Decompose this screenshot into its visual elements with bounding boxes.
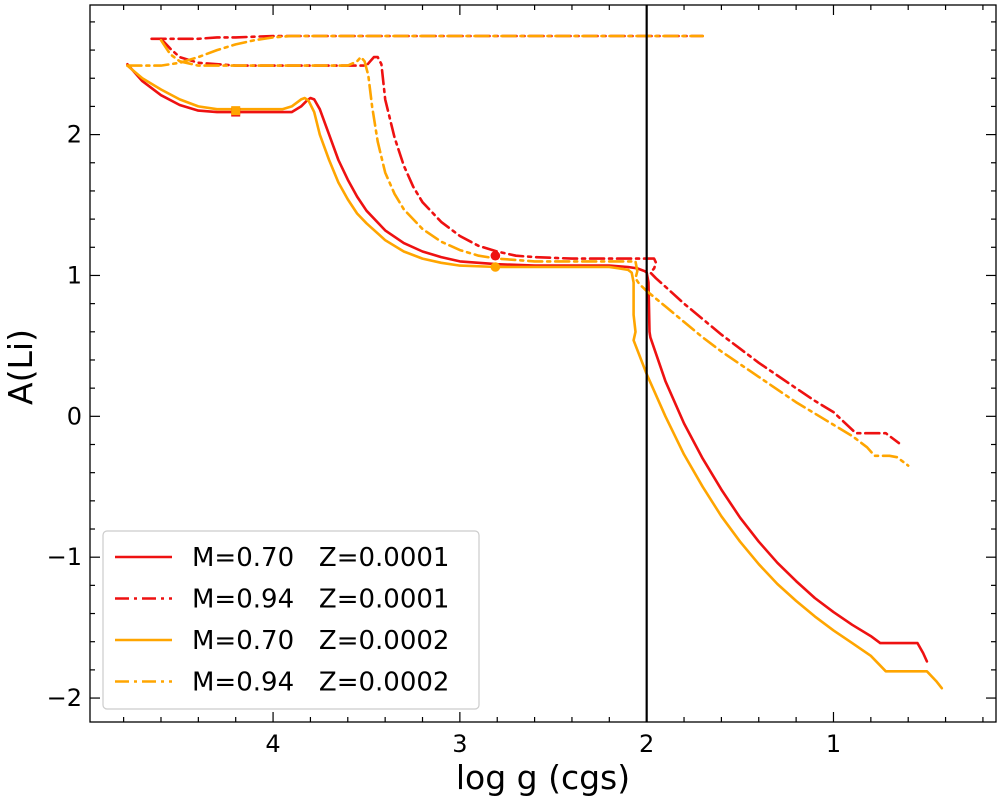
x-axis-label: log g (cgs) bbox=[456, 758, 630, 797]
ticks-layer bbox=[90, 5, 996, 722]
series-1-line bbox=[126, 62, 929, 663]
plot-frame bbox=[89, 4, 997, 723]
x-tick-label: 2 bbox=[639, 730, 654, 758]
y-tick-label: 1 bbox=[67, 261, 82, 289]
series-2-marker bbox=[490, 250, 501, 261]
series-4-line-branch bbox=[159, 38, 910, 467]
markers-layer bbox=[231, 106, 501, 272]
legend-label-2: M=0.94 Z=0.0001 bbox=[192, 585, 449, 615]
legend-label-4: M=0.94 Z=0.0002 bbox=[192, 668, 449, 698]
legend-box bbox=[102, 530, 480, 710]
series-3-line bbox=[126, 64, 944, 690]
y-tick-label: −1 bbox=[47, 543, 82, 571]
legend: M=0.70 Z=0.0001 M=0.94 Z=0.0001 M=0.70 Z=0… bbox=[102, 530, 480, 710]
x-tick-label: 1 bbox=[826, 730, 841, 758]
legend-label-3: M=0.70 Z=0.0002 bbox=[192, 626, 449, 656]
y-axis-label: A(Li) bbox=[1, 329, 40, 405]
series-layer bbox=[126, 34, 944, 690]
series-3-marker bbox=[231, 106, 241, 116]
tick-labels: 4 3 2 1 2 1 0 −1 −2 bbox=[47, 121, 842, 758]
x-tick-label: 4 bbox=[265, 730, 280, 758]
series-4-marker bbox=[490, 262, 501, 272]
x-tick-label: 3 bbox=[452, 730, 467, 758]
y-tick-label: −2 bbox=[47, 684, 82, 712]
y-tick-label: 2 bbox=[67, 121, 82, 149]
y-tick-label: 0 bbox=[67, 402, 82, 430]
series-4-line bbox=[126, 34, 704, 67]
legend-label-1: M=0.70 Z=0.0001 bbox=[192, 543, 449, 573]
